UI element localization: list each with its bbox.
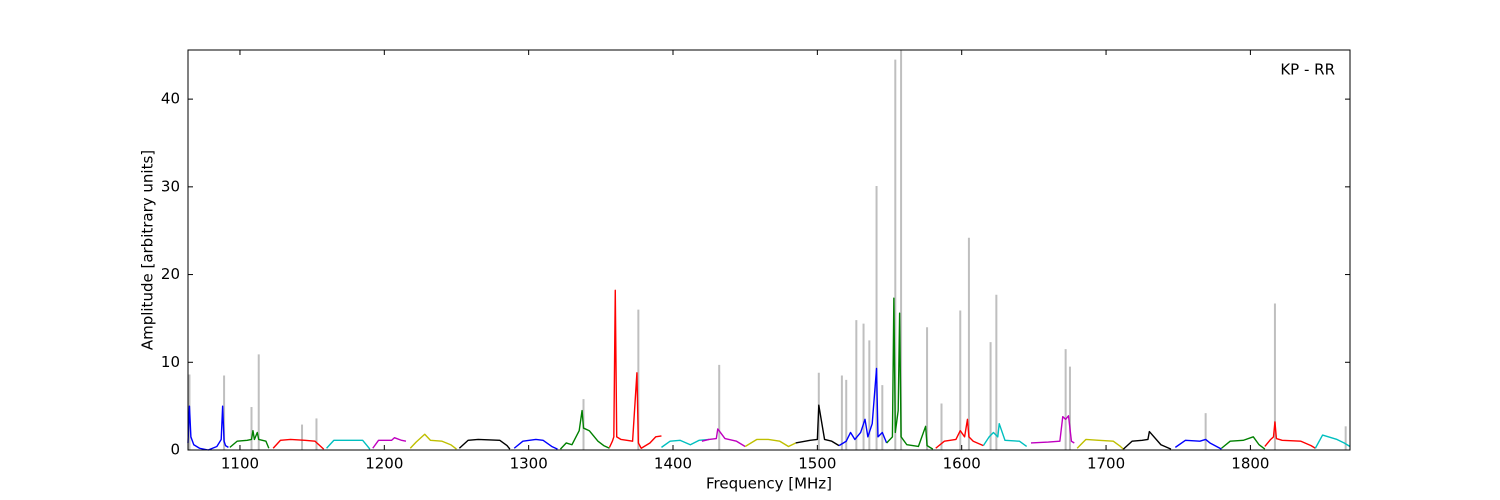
spectrum-segment xyxy=(1264,421,1316,449)
y-tick-label: 10 xyxy=(161,353,180,371)
spectrum-segment xyxy=(1174,438,1222,450)
spectrum-segment xyxy=(1221,436,1266,450)
x-tick-label: 1200 xyxy=(365,455,403,473)
spectrum-segment xyxy=(661,438,710,448)
spectrum-segment xyxy=(1076,438,1124,450)
x-tick-label: 1400 xyxy=(654,455,692,473)
annotation: KP - RR xyxy=(1280,61,1335,79)
spectrum-segment xyxy=(701,428,746,448)
spectrum-segment xyxy=(795,404,840,447)
spectrum-segment xyxy=(326,439,371,450)
spectrum-segment xyxy=(838,367,888,447)
spectrum-segment xyxy=(409,433,457,450)
spectrum-segment xyxy=(372,437,407,449)
spectrum-segment xyxy=(187,405,229,451)
x-tick-label: 1500 xyxy=(798,455,836,473)
spectrum-segment xyxy=(608,289,662,449)
spectrum-segment xyxy=(272,438,325,450)
y-tick-label: 0 xyxy=(170,441,180,459)
x-tick-label: 1800 xyxy=(1231,455,1269,473)
y-tick-label: 40 xyxy=(161,90,180,108)
spectrum-segment xyxy=(1030,415,1075,444)
spectrum-segment xyxy=(1122,430,1172,450)
spectrum-segment xyxy=(229,430,270,449)
x-tick-label: 1100 xyxy=(221,455,259,473)
spectrum-segment xyxy=(982,422,1028,448)
plot-frame xyxy=(187,49,1351,451)
y-tick-label: 30 xyxy=(161,177,180,195)
x-tick-label: 1700 xyxy=(1087,455,1125,473)
x-tick-label: 1300 xyxy=(510,455,548,473)
spectrum-segment xyxy=(886,297,934,450)
spectrum-segment xyxy=(744,438,797,448)
spectrum-segment xyxy=(458,438,511,450)
spectrum-segment xyxy=(513,438,558,450)
spectrum-segment xyxy=(1314,434,1351,449)
spectrum-segment xyxy=(559,409,610,450)
y-axis-label: Amplitude [arbitrary units] xyxy=(139,150,157,350)
x-tick-label: 1600 xyxy=(943,455,981,473)
y-tick-label: 20 xyxy=(161,265,180,283)
x-axis-label: Frequency [MHz] xyxy=(706,475,832,493)
spectrum-segment xyxy=(935,418,984,449)
